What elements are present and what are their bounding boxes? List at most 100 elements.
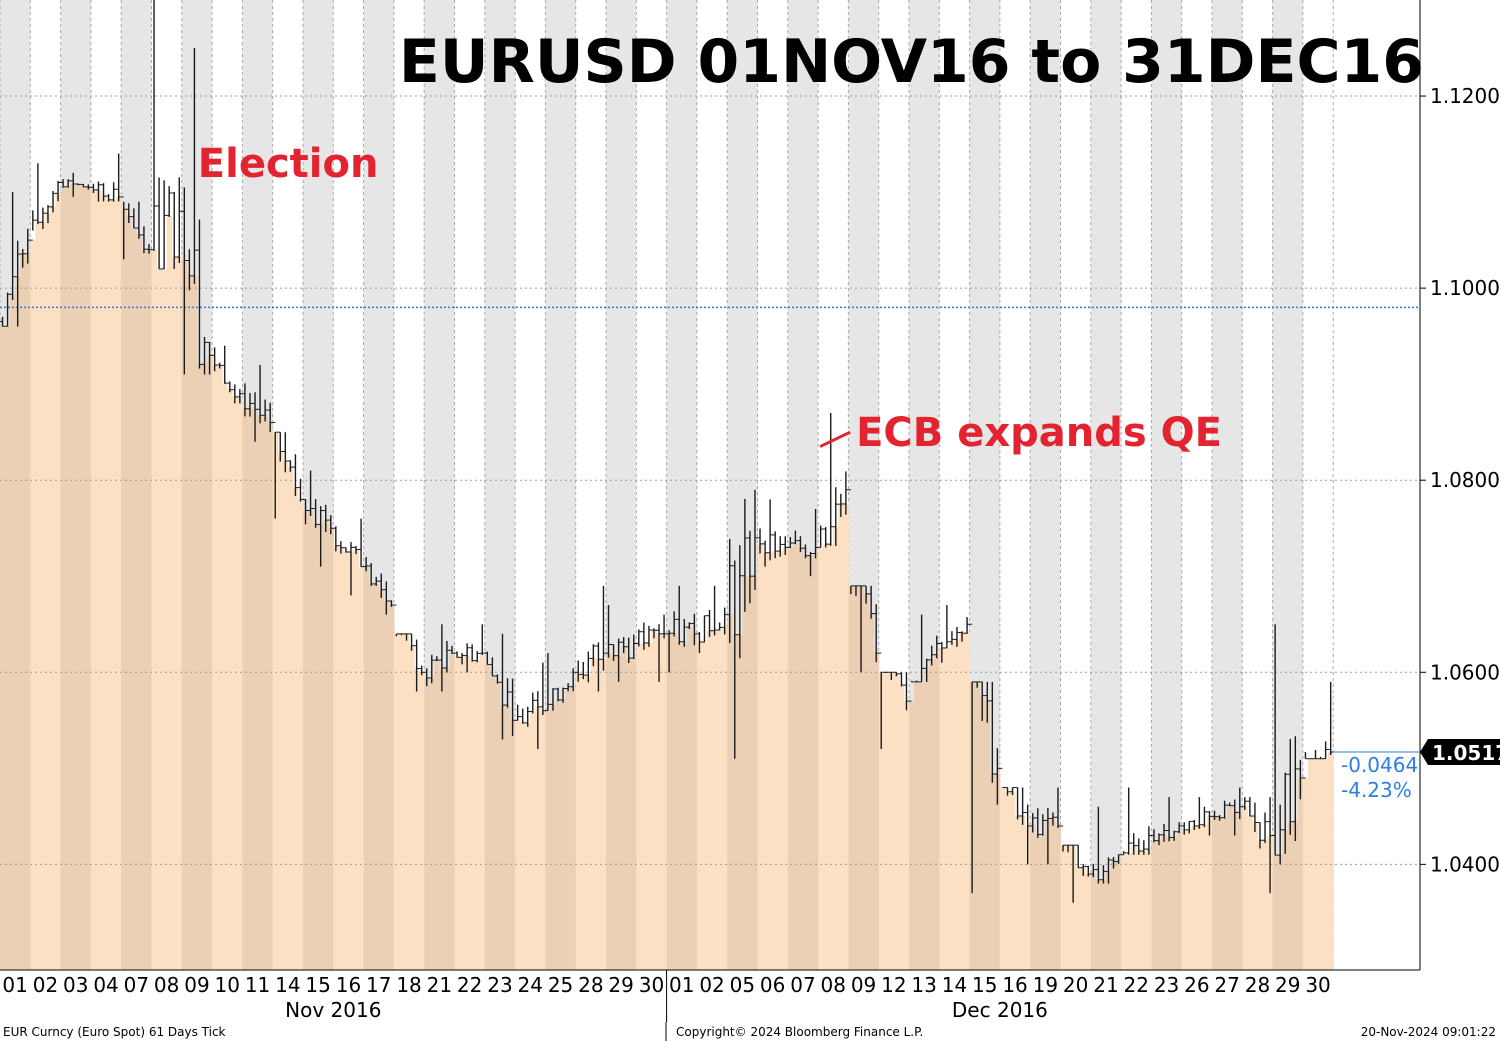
last-value-marker: 1.0517 -0.0464-4.23% — [1333, 738, 1500, 802]
area-segment — [1196, 826, 1203, 970]
area-segment — [227, 389, 233, 970]
x-tick-label: 01 — [2, 973, 27, 997]
area-segment — [176, 257, 183, 970]
area-segment — [1302, 777, 1309, 970]
area-segment — [45, 213, 51, 970]
area-segment — [343, 551, 349, 970]
area-segment — [424, 677, 430, 970]
area-segment — [15, 276, 21, 970]
area-segment — [454, 657, 460, 970]
x-tick-label: 15 — [972, 973, 997, 997]
area-segment — [40, 222, 46, 971]
gridlines — [0, 95, 1420, 865]
area-segment — [722, 627, 728, 970]
area-segment — [1146, 849, 1152, 970]
area-segment — [262, 415, 269, 970]
area-segment — [353, 549, 359, 970]
area-segment — [393, 633, 400, 970]
area-segment — [166, 215, 173, 970]
area-segment — [161, 268, 168, 970]
area-segment — [1030, 825, 1036, 970]
y-tick-label: 1.0800 — [1430, 468, 1500, 492]
area-segment — [959, 633, 965, 970]
area-segment — [767, 552, 774, 970]
area-segment — [545, 710, 551, 970]
area-segment — [1070, 845, 1077, 970]
area-segment — [505, 705, 511, 970]
area-segment — [858, 585, 864, 970]
area-segment — [1035, 834, 1041, 970]
x-tick-label: 10 — [215, 973, 240, 997]
area-segment — [540, 710, 546, 970]
area-segment — [823, 544, 829, 970]
annotations: Election ECB expands QE — [198, 141, 1222, 456]
area-segment — [1206, 816, 1213, 970]
area-segment — [212, 365, 218, 970]
area-segment — [1105, 871, 1112, 970]
area-segment — [868, 613, 875, 970]
area-segment — [181, 260, 188, 970]
price-ticks — [0, 0, 1334, 903]
x-axis: 01 02 03 04 07 08 09 10 11 14 15 16 17 18 21 22 23 24 25 28… — [2, 970, 1331, 1022]
month-label: Nov 2016 — [285, 998, 381, 1022]
area-segment — [878, 672, 885, 970]
area-segment — [1297, 777, 1304, 970]
area-segment — [419, 672, 425, 970]
area-segment — [186, 275, 193, 970]
area-segment — [217, 365, 223, 970]
area-segment — [247, 408, 253, 971]
area-segment — [989, 774, 996, 970]
area-segment — [111, 199, 117, 970]
x-tick-label: 22 — [1124, 973, 1149, 997]
shade-band — [1090, 0, 1122, 970]
timestamp-text: 20-Nov-2024 09:01:22 — [1361, 1025, 1496, 1039]
area-segment — [585, 675, 592, 970]
area-segment — [1176, 831, 1183, 970]
area-segment — [1100, 879, 1107, 970]
area-segment — [974, 681, 981, 970]
area-segment — [1010, 791, 1016, 970]
area-segment — [409, 645, 415, 970]
area-segment — [1257, 840, 1263, 970]
area-segment — [297, 499, 304, 970]
area-segment — [272, 432, 279, 970]
area-segment — [848, 585, 854, 970]
area-segment — [25, 253, 31, 970]
area-segment — [742, 575, 748, 970]
area-segment — [929, 659, 935, 970]
x-tick-label: 12 — [881, 973, 906, 997]
y-axis: 1.0400 1.0600 1.0800 1.1000 1.1200 — [1420, 84, 1500, 876]
x-tick-label: 18 — [396, 973, 421, 997]
area-segment — [136, 234, 142, 970]
area-segment — [1020, 815, 1026, 970]
area-segment — [459, 657, 465, 970]
area-segment — [35, 222, 41, 971]
area-segment — [1045, 820, 1051, 970]
area-segment — [838, 504, 844, 970]
y-tick-label: 1.0400 — [1430, 852, 1500, 876]
area-segment — [308, 510, 314, 970]
area-segment — [5, 326, 11, 970]
area-segment — [1055, 825, 1061, 970]
area-segment — [267, 422, 274, 971]
x-tick-label: 08 — [154, 973, 179, 997]
area-segment — [1282, 829, 1289, 970]
area-segment — [1121, 854, 1127, 970]
x-tick-label: 28 — [578, 973, 603, 997]
area-segment — [570, 686, 577, 970]
area-segment — [1131, 845, 1137, 970]
area-segment — [1040, 834, 1046, 970]
last-value-label: 1.0517 — [1432, 741, 1500, 765]
area-segment — [55, 193, 61, 970]
x-tick-label: 27 — [1214, 973, 1239, 997]
area-segment — [242, 408, 248, 971]
area-segment — [651, 630, 657, 970]
area-segment — [75, 184, 82, 970]
area-segment — [590, 658, 597, 970]
area-segment — [1161, 834, 1167, 970]
area-segment — [797, 548, 804, 970]
area-segment — [10, 294, 16, 970]
area-segment — [550, 704, 556, 970]
area-segment — [833, 526, 839, 970]
shade-band — [1030, 0, 1061, 970]
